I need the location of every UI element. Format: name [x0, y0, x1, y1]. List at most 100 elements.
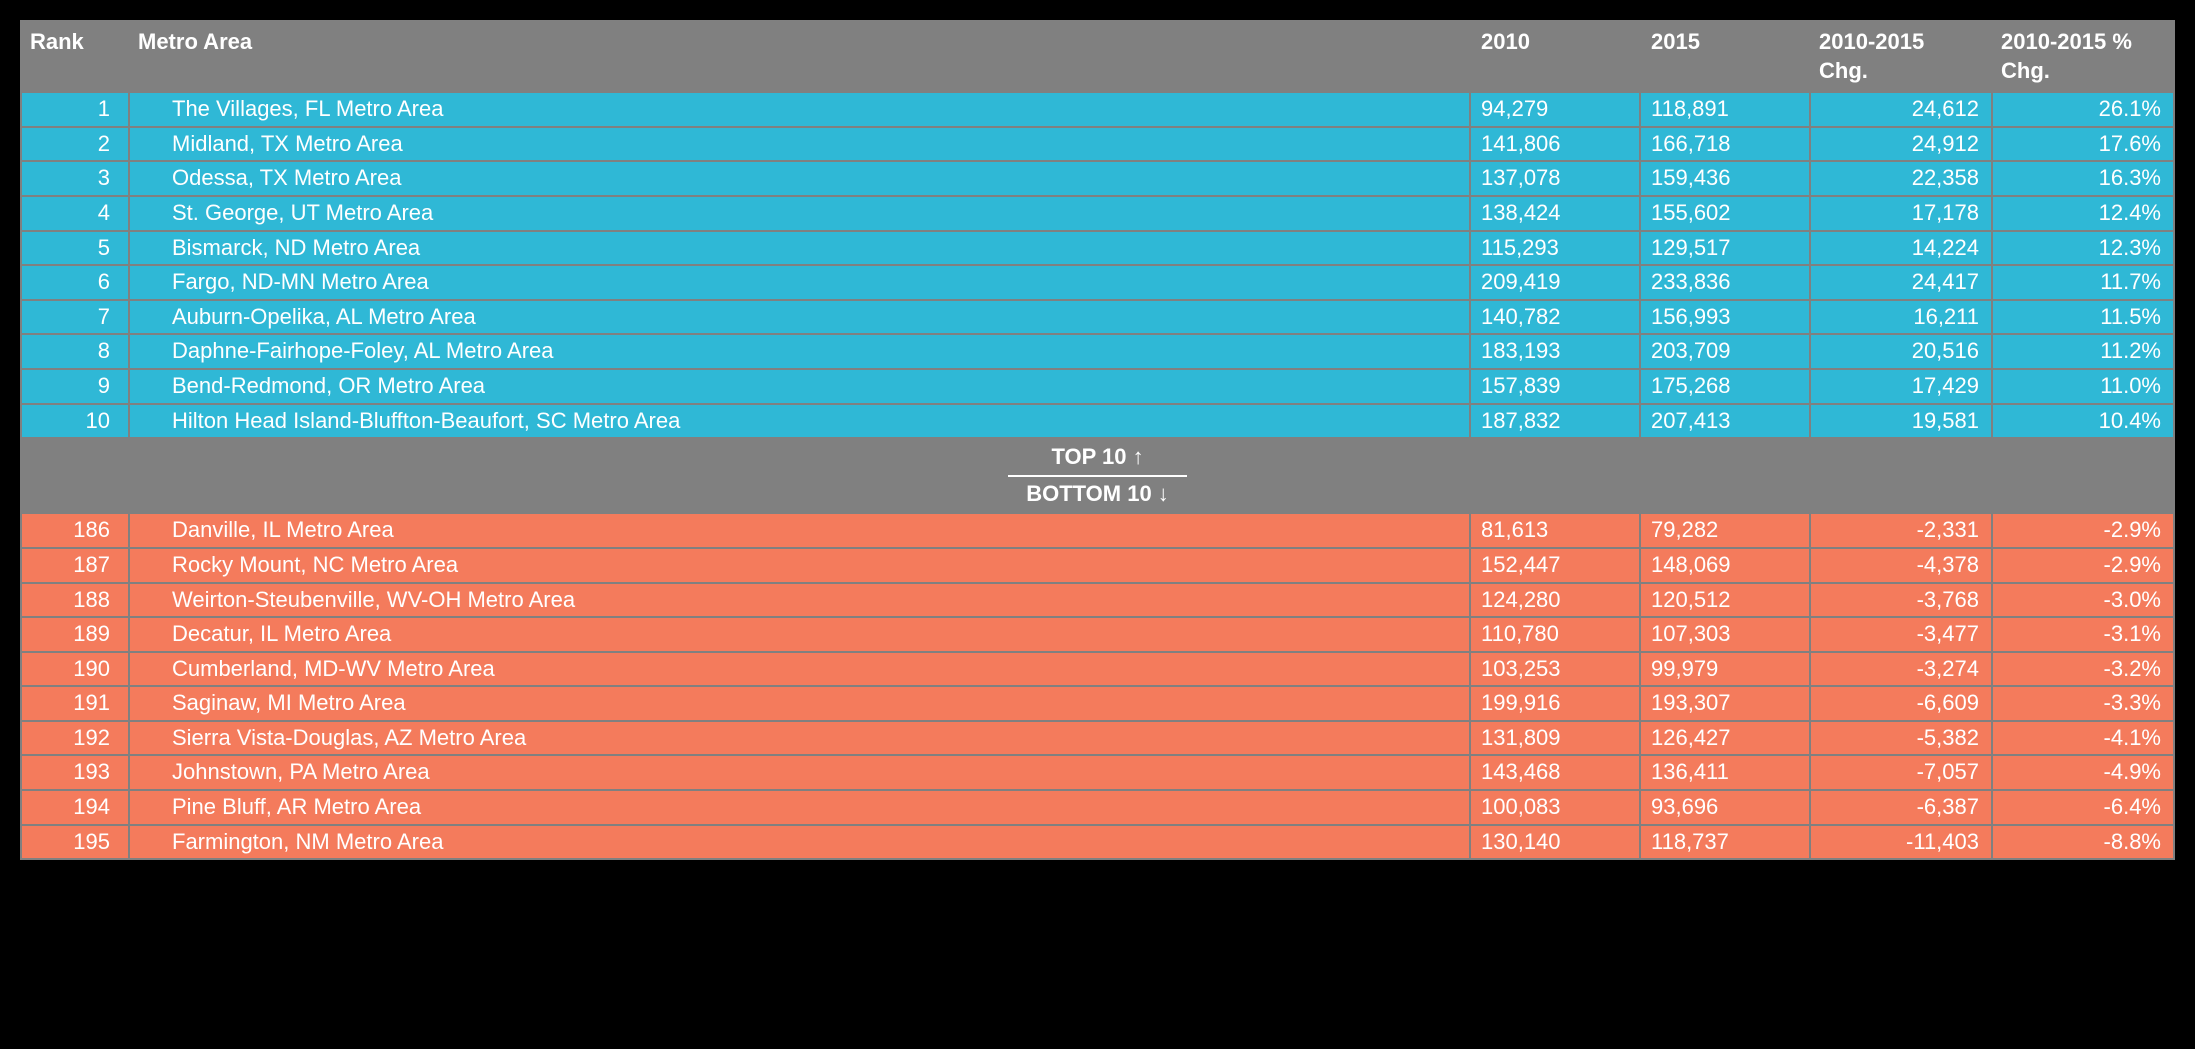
metro-cell: Bismarck, ND Metro Area [130, 232, 1469, 265]
pct-cell: -2.9% [1993, 514, 2173, 547]
metro-cell: Fargo, ND-MN Metro Area [130, 266, 1469, 299]
pct-cell: -6.4% [1993, 791, 2173, 824]
table-row: 195Farmington, NM Metro Area130,140118,7… [22, 826, 2173, 859]
rank-cell: 188 [22, 584, 128, 617]
y2010-cell: 209,419 [1471, 266, 1639, 299]
rank-cell: 6 [22, 266, 128, 299]
y2010-cell: 199,916 [1471, 687, 1639, 720]
chg-cell: 17,429 [1811, 370, 1991, 403]
rank-cell: 7 [22, 301, 128, 334]
y2010-cell: 131,809 [1471, 722, 1639, 755]
y2015-cell: 107,303 [1641, 618, 1809, 651]
y2015-cell: 175,268 [1641, 370, 1809, 403]
rank-cell: 8 [22, 335, 128, 368]
chg-cell: -3,477 [1811, 618, 1991, 651]
metro-cell: Pine Bluff, AR Metro Area [130, 791, 1469, 824]
rank-cell: 10 [22, 405, 128, 438]
rank-cell: 195 [22, 826, 128, 859]
table-row: 194Pine Bluff, AR Metro Area100,08393,69… [22, 791, 2173, 824]
chg-cell: -6,387 [1811, 791, 1991, 824]
y2010-cell: 81,613 [1471, 514, 1639, 547]
y2010-cell: 115,293 [1471, 232, 1639, 265]
y2010-cell: 157,839 [1471, 370, 1639, 403]
metro-cell: The Villages, FL Metro Area [130, 93, 1469, 126]
rank-cell: 9 [22, 370, 128, 403]
rank-cell: 5 [22, 232, 128, 265]
pct-cell: 12.3% [1993, 232, 2173, 265]
chg-cell: -3,274 [1811, 653, 1991, 686]
pct-cell: 11.2% [1993, 335, 2173, 368]
divider-bottom-label: BOTTOM 10 ↓ [1008, 477, 1187, 509]
table-row: 192Sierra Vista-Douglas, AZ Metro Area13… [22, 722, 2173, 755]
pct-cell: 16.3% [1993, 162, 2173, 195]
chg-cell: 14,224 [1811, 232, 1991, 265]
pct-cell: 11.7% [1993, 266, 2173, 299]
y2010-cell: 130,140 [1471, 826, 1639, 859]
metro-cell: St. George, UT Metro Area [130, 197, 1469, 230]
chg-cell: 24,417 [1811, 266, 1991, 299]
table-row: 187Rocky Mount, NC Metro Area152,447148,… [22, 549, 2173, 582]
metro-population-table: Rank Metro Area 2010 2015 2010-2015 Chg.… [20, 20, 2175, 860]
pct-cell: 12.4% [1993, 197, 2173, 230]
table-row: 8Daphne-Fairhope-Foley, AL Metro Area183… [22, 335, 2173, 368]
table-row: 191Saginaw, MI Metro Area199,916193,307-… [22, 687, 2173, 720]
metro-cell: Sierra Vista-Douglas, AZ Metro Area [130, 722, 1469, 755]
y2015-cell: 193,307 [1641, 687, 1809, 720]
metro-cell: Decatur, IL Metro Area [130, 618, 1469, 651]
rank-cell: 2 [22, 128, 128, 161]
y2015-cell: 203,709 [1641, 335, 1809, 368]
chg-cell: -4,378 [1811, 549, 1991, 582]
metro-cell: Odessa, TX Metro Area [130, 162, 1469, 195]
divider-row: TOP 10 ↑BOTTOM 10 ↓ [22, 439, 2173, 512]
col-header-pct: 2010-2015 % Chg. [1993, 22, 2173, 91]
y2010-cell: 100,083 [1471, 791, 1639, 824]
pct-cell: 11.5% [1993, 301, 2173, 334]
rank-cell: 4 [22, 197, 128, 230]
chg-cell: 20,516 [1811, 335, 1991, 368]
y2010-cell: 137,078 [1471, 162, 1639, 195]
metro-cell: Auburn-Opelika, AL Metro Area [130, 301, 1469, 334]
rank-cell: 194 [22, 791, 128, 824]
y2015-cell: 129,517 [1641, 232, 1809, 265]
y2015-cell: 207,413 [1641, 405, 1809, 438]
metro-cell: Daphne-Fairhope-Foley, AL Metro Area [130, 335, 1469, 368]
col-header-2010: 2010 [1471, 22, 1639, 91]
y2015-cell: 99,979 [1641, 653, 1809, 686]
y2015-cell: 155,602 [1641, 197, 1809, 230]
table-row: 189Decatur, IL Metro Area110,780107,303-… [22, 618, 2173, 651]
rank-cell: 186 [22, 514, 128, 547]
pct-cell: -2.9% [1993, 549, 2173, 582]
rank-cell: 191 [22, 687, 128, 720]
y2010-cell: 94,279 [1471, 93, 1639, 126]
table-row: 3Odessa, TX Metro Area137,078159,43622,3… [22, 162, 2173, 195]
chg-cell: -5,382 [1811, 722, 1991, 755]
pct-cell: -8.8% [1993, 826, 2173, 859]
metro-cell: Johnstown, PA Metro Area [130, 756, 1469, 789]
pct-cell: -4.9% [1993, 756, 2173, 789]
metro-cell: Bend-Redmond, OR Metro Area [130, 370, 1469, 403]
table-row: 188Weirton-Steubenville, WV-OH Metro Are… [22, 584, 2173, 617]
y2010-cell: 141,806 [1471, 128, 1639, 161]
col-header-chg: 2010-2015 Chg. [1811, 22, 1991, 91]
table-row: 9Bend-Redmond, OR Metro Area157,839175,2… [22, 370, 2173, 403]
pct-cell: 26.1% [1993, 93, 2173, 126]
metro-cell: Rocky Mount, NC Metro Area [130, 549, 1469, 582]
rank-cell: 1 [22, 93, 128, 126]
rank-cell: 190 [22, 653, 128, 686]
rank-cell: 193 [22, 756, 128, 789]
col-header-2015: 2015 [1641, 22, 1809, 91]
metro-cell: Hilton Head Island-Bluffton-Beaufort, SC… [130, 405, 1469, 438]
rank-cell: 187 [22, 549, 128, 582]
table-row: 10Hilton Head Island-Bluffton-Beaufort, … [22, 405, 2173, 438]
y2015-cell: 148,069 [1641, 549, 1809, 582]
y2010-cell: 143,468 [1471, 756, 1639, 789]
rank-cell: 3 [22, 162, 128, 195]
chg-cell: 22,358 [1811, 162, 1991, 195]
y2015-cell: 233,836 [1641, 266, 1809, 299]
y2015-cell: 120,512 [1641, 584, 1809, 617]
metro-cell: Weirton-Steubenville, WV-OH Metro Area [130, 584, 1469, 617]
table-row: 193Johnstown, PA Metro Area143,468136,41… [22, 756, 2173, 789]
y2010-cell: 187,832 [1471, 405, 1639, 438]
y2015-cell: 159,436 [1641, 162, 1809, 195]
table-header-row: Rank Metro Area 2010 2015 2010-2015 Chg.… [22, 22, 2173, 91]
